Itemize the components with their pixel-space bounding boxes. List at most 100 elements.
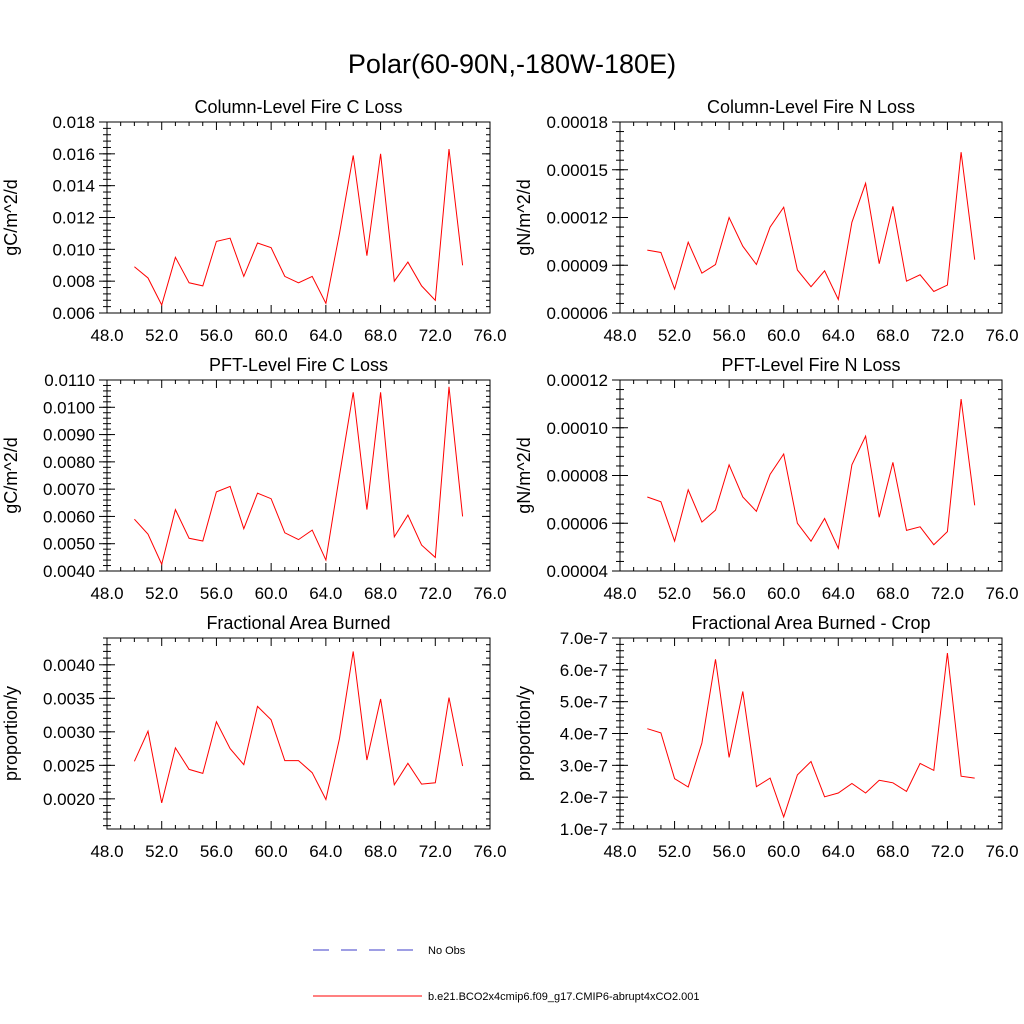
chart-panel-4: PFT-Level Fire N Loss gN/m^2/d 48.0 52.0 56.…	[514, 355, 1019, 603]
x-tick-label: 76.0	[473, 842, 506, 861]
x-tick-label: 76.0	[985, 326, 1018, 345]
x-tick-label: 56.0	[200, 584, 233, 603]
chart-panel-1: Column-Level Fire C Loss gC/m^2/d 48.0 52.0…	[1, 97, 507, 345]
y-tick-label: 3.0e-7	[560, 756, 608, 775]
y-axis-label: gN/m^2/d	[514, 179, 534, 255]
x-tick-label: 68.0	[364, 584, 397, 603]
x-tick-label: 72.0	[419, 842, 452, 861]
y-tick-label: 0.0090	[43, 426, 95, 445]
x-tick-label: 72.0	[931, 584, 964, 603]
series-line	[133, 651, 464, 804]
y-tick-label: 0.018	[52, 113, 95, 132]
legend: No Obs b.e21.BCO2x4cmip6.f09_g17.CMIP6-a…	[313, 945, 700, 1003]
chart-panel-2: Column-Level Fire N Loss gN/m^2/d 48.0 52.0…	[514, 97, 1019, 345]
x-tick-label: 68.0	[876, 326, 909, 345]
y-tick-label: 1.0e-7	[560, 820, 608, 839]
x-tick-label: 56.0	[713, 842, 746, 861]
y-tick-label: 0.012	[52, 209, 95, 228]
panel-title: Fractional Area Burned - Crop	[691, 613, 930, 633]
x-tick-label: 60.0	[255, 326, 288, 345]
x-tick-label: 52.0	[658, 584, 691, 603]
y-tick-label: 0.0030	[43, 723, 95, 742]
x-tick-label: 60.0	[767, 326, 800, 345]
y-tick-label: 4.0e-7	[560, 725, 608, 744]
x-tick-label: 56.0	[713, 326, 746, 345]
y-tick-label: 0.0110	[44, 371, 95, 390]
x-tick-label: 52.0	[658, 326, 691, 345]
x-tick-label: 48.0	[90, 326, 123, 345]
x-tick-label: 60.0	[255, 842, 288, 861]
y-tick-label: 0.00012	[547, 209, 608, 228]
y-tick-label: 0.0040	[43, 656, 95, 675]
y-axis-label: proportion/y	[514, 686, 534, 781]
series-line	[134, 386, 464, 566]
x-tick-label: 72.0	[931, 326, 964, 345]
x-tick-label: 56.0	[200, 326, 233, 345]
panel-title: Column-Level Fire N Loss	[707, 97, 915, 117]
y-tick-label: 0.008	[52, 272, 95, 291]
y-tick-label: 0.0020	[43, 790, 95, 809]
x-tick-label: 48.0	[603, 326, 636, 345]
x-tick-label: 76.0	[473, 584, 506, 603]
y-tick-label: 0.00015	[547, 161, 608, 180]
series-line	[134, 149, 464, 307]
plot-frame	[106, 637, 491, 830]
x-tick-label: 64.0	[822, 326, 855, 345]
x-tick-label: 68.0	[876, 584, 909, 603]
panel-title: Column-Level Fire C Loss	[194, 97, 402, 117]
y-tick-label: 0.00018	[547, 113, 608, 132]
x-tick-label: 48.0	[90, 584, 123, 603]
x-tick-label: 64.0	[822, 842, 855, 861]
y-axis-label: gC/m^2/d	[1, 437, 21, 513]
y-tick-label: 0.0070	[43, 480, 95, 499]
series-line	[647, 152, 976, 302]
y-tick-label: 0.00012	[547, 371, 608, 390]
y-tick-label: 0.0025	[43, 756, 95, 775]
y-tick-label: 0.0050	[43, 535, 95, 554]
x-tick-label: 68.0	[364, 326, 397, 345]
panel-title: PFT-Level Fire C Loss	[209, 355, 388, 375]
y-tick-label: 0.014	[52, 177, 95, 196]
y-tick-label: 0.0035	[43, 689, 95, 708]
x-tick-label: 72.0	[419, 584, 452, 603]
y-axis-label: gN/m^2/d	[514, 437, 534, 513]
x-tick-label: 64.0	[309, 326, 342, 345]
y-axis-label: gC/m^2/d	[1, 179, 21, 255]
plot-frame	[106, 121, 491, 314]
x-tick-label: 56.0	[713, 584, 746, 603]
y-axis-label: proportion/y	[1, 686, 21, 781]
y-tick-label: 0.00004	[547, 562, 608, 581]
x-tick-label: 76.0	[473, 326, 506, 345]
x-tick-label: 52.0	[145, 584, 178, 603]
y-tick-label: 7.0e-7	[560, 629, 608, 648]
x-tick-label: 48.0	[603, 584, 636, 603]
chart-panel-5: Fractional Area Burned proportion/y 48.0 52…	[1, 613, 507, 861]
legend-obs-label: No Obs	[428, 945, 466, 957]
y-tick-label: 6.0e-7	[560, 661, 608, 680]
y-tick-label: 0.00009	[547, 256, 608, 275]
chart-panel-3: PFT-Level Fire C Loss gC/m^2/d 48.0 52.0 56.…	[1, 355, 507, 603]
x-tick-label: 60.0	[767, 584, 800, 603]
y-tick-label: 0.0100	[43, 398, 95, 417]
plot-frame	[619, 121, 1003, 314]
x-tick-label: 48.0	[603, 842, 636, 861]
y-tick-label: 0.006	[52, 304, 95, 323]
legend-model-label: b.e21.BCO2x4cmip6.f09_g17.CMIP6-abrupt4x…	[428, 991, 700, 1003]
y-tick-label: 0.0040	[43, 562, 95, 581]
x-tick-label: 48.0	[90, 842, 123, 861]
x-tick-label: 76.0	[985, 584, 1018, 603]
y-tick-label: 0.00010	[547, 419, 608, 438]
y-tick-label: 2.0e-7	[560, 788, 608, 807]
x-tick-label: 60.0	[255, 584, 288, 603]
x-tick-label: 56.0	[200, 842, 233, 861]
y-tick-label: 0.0080	[43, 453, 95, 472]
x-tick-label: 60.0	[767, 842, 800, 861]
y-tick-label: 0.00006	[547, 304, 608, 323]
chart-panel-6: Fractional Area Burned - Crop proportion/…	[514, 613, 1019, 861]
series-line	[647, 652, 975, 819]
panels-group: Column-Level Fire C Loss gC/m^2/d 48.0 52.0…	[1, 97, 1019, 861]
y-tick-label: 0.0060	[43, 507, 95, 526]
y-tick-label: 5.0e-7	[560, 693, 608, 712]
panel-title: Fractional Area Burned	[206, 613, 390, 633]
